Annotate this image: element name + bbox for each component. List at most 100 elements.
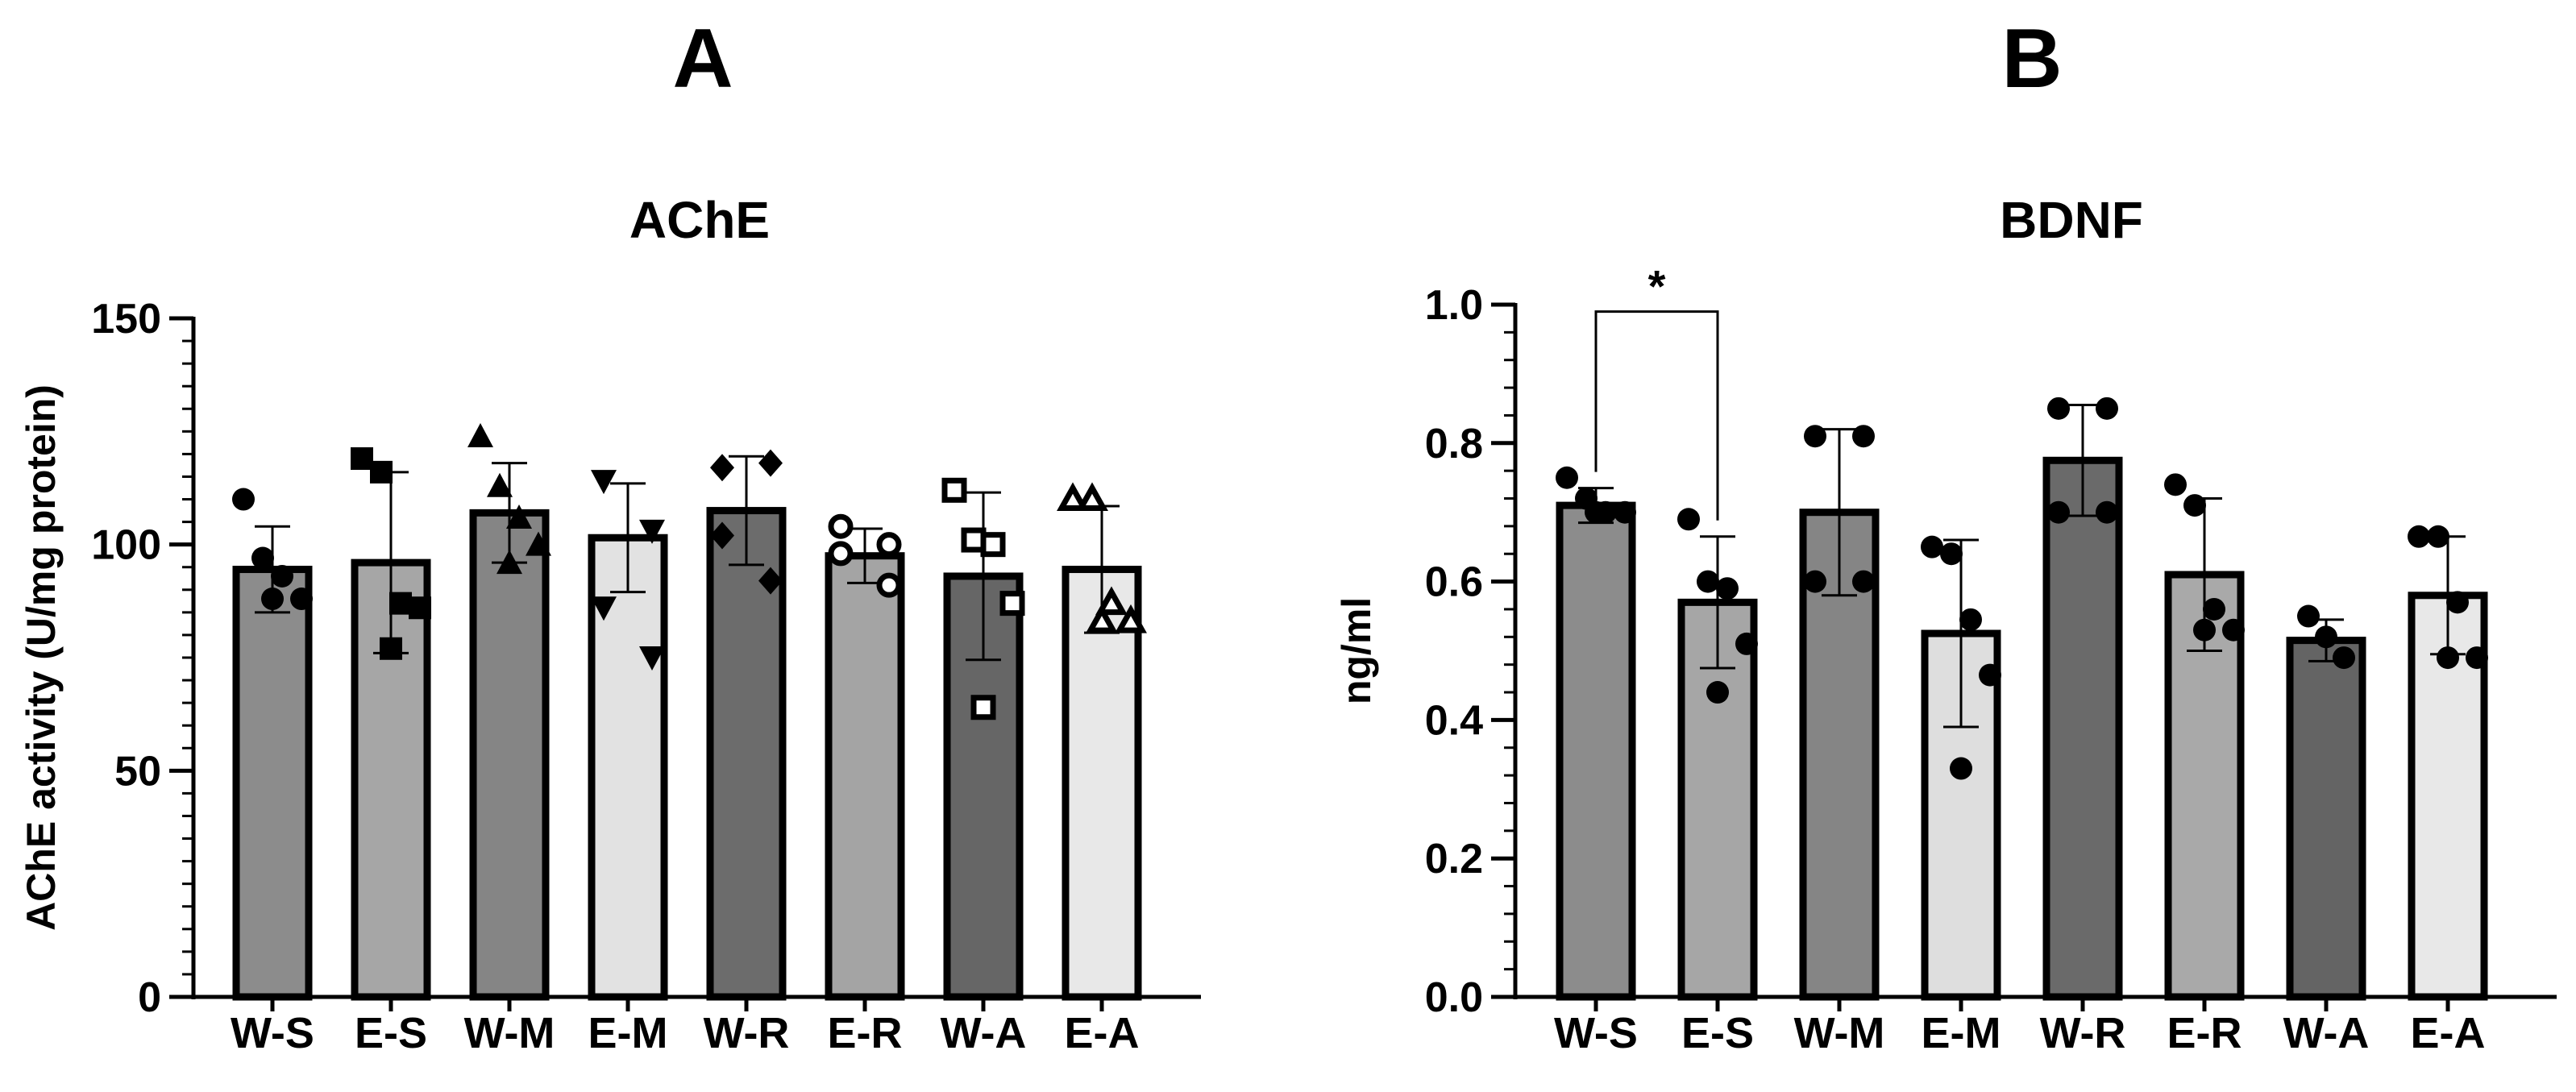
chart-panel-b: B BDNF ng/ml 0.0 0.2 0.4 0.6 0.8 1.0 W-S E-S W-M E-M…	[1334, 12, 2557, 1057]
data-point	[2203, 597, 2225, 621]
data-point	[1959, 608, 1982, 631]
data-point	[2446, 591, 2469, 614]
data-point	[710, 454, 734, 482]
significance-label: *	[1648, 261, 1666, 312]
y-axis-label: AChE activity (U/mg protein)	[19, 384, 64, 931]
bar-w-r	[2042, 456, 2123, 1001]
data-point	[876, 532, 902, 558]
y-tick-label: 0.4	[1425, 697, 1483, 744]
data-point	[758, 449, 783, 477]
bar-w-s	[1556, 501, 1636, 1001]
data-point	[758, 567, 783, 595]
data-point	[876, 572, 902, 598]
data-point	[1057, 482, 1089, 512]
data-point	[467, 422, 493, 447]
data-point	[2297, 604, 2320, 628]
data-point	[380, 637, 402, 660]
chart-title: AChE	[629, 191, 770, 249]
x-tick-label: E-M	[588, 1009, 668, 1057]
y-tick-label: 50	[114, 748, 161, 795]
data-point	[1115, 604, 1147, 633]
data-point	[2096, 397, 2118, 420]
significance-bracket	[1594, 310, 1719, 521]
x-tick-label: W-M	[464, 1009, 555, 1057]
data-point	[1614, 500, 1636, 524]
data-point	[370, 460, 393, 484]
bar-e-r	[825, 552, 905, 1001]
data-point	[1950, 757, 1972, 780]
data-point	[591, 596, 617, 621]
data-point	[351, 447, 373, 471]
x-tick-label: W-A	[2283, 1009, 2370, 1057]
y-tick-label: 0	[138, 974, 161, 1021]
data-point	[271, 564, 293, 588]
x-tick-label: W-S	[231, 1009, 314, 1057]
y-axis-label: ng/ml	[1334, 597, 1379, 704]
data-point	[961, 527, 987, 553]
data-point	[2315, 625, 2337, 649]
data-point	[389, 592, 412, 615]
data-point	[232, 488, 255, 511]
x-tick-label: W-S	[1554, 1009, 1638, 1057]
data-point	[2164, 473, 2187, 496]
data-point	[2333, 646, 2355, 670]
data-point	[1852, 570, 1875, 593]
data-point	[290, 588, 313, 611]
x-tick-label: W-M	[1794, 1009, 1885, 1057]
y-tick-label: 0.2	[1425, 836, 1483, 882]
data-point	[2193, 618, 2216, 641]
data-point	[1086, 604, 1118, 633]
panel-letter: A	[672, 12, 733, 106]
x-tick-label: W-A	[941, 1009, 1027, 1057]
bar-w-m	[469, 509, 550, 1001]
data-point	[999, 591, 1025, 617]
data-point	[710, 521, 734, 550]
x-tick-label: E-R	[2167, 1009, 2242, 1057]
data-point	[497, 550, 522, 575]
y-tick-label: 0.0	[1425, 974, 1483, 1021]
y-tick-label: 0.6	[1425, 559, 1483, 606]
data-point	[639, 646, 665, 671]
data-point	[2466, 646, 2488, 670]
data-point	[1979, 663, 2001, 687]
y-tick-label: 150	[91, 296, 161, 343]
data-point	[251, 546, 274, 570]
data-point	[2047, 397, 2070, 420]
chart-title: BDNF	[2000, 191, 2143, 249]
data-point	[828, 513, 854, 539]
panel-letter: B	[2001, 12, 2062, 106]
x-tick-label: W-R	[704, 1009, 790, 1057]
data-point	[1706, 681, 1729, 704]
data-point	[526, 531, 551, 556]
data-point	[1735, 632, 1758, 655]
data-point	[1921, 535, 1943, 558]
y-tick-label: 100	[91, 522, 161, 569]
x-tick-label: W-R	[2040, 1009, 2126, 1057]
x-tick-label: E-A	[2411, 1009, 2486, 1057]
data-point	[1095, 586, 1128, 616]
x-tick-label: E-R	[828, 1009, 903, 1057]
y-tick-label: 1.0	[1425, 282, 1483, 329]
data-point	[2408, 525, 2430, 548]
x-tick-label: E-A	[1065, 1009, 1140, 1057]
data-point	[487, 472, 513, 497]
data-point	[1804, 425, 1826, 448]
x-tick-label: E-S	[355, 1009, 427, 1057]
data-point	[1677, 508, 1700, 531]
data-point	[1852, 425, 1875, 448]
data-point	[1716, 577, 1739, 600]
data-point	[980, 532, 1006, 558]
data-point	[2427, 525, 2449, 548]
data-point	[828, 541, 854, 567]
bar-w-s	[232, 566, 313, 1001]
data-point	[409, 596, 431, 620]
data-point	[591, 470, 617, 495]
data-point	[2222, 618, 2245, 641]
data-point	[970, 695, 996, 720]
data-point	[2047, 500, 2070, 524]
data-point	[1697, 570, 1719, 593]
data-point	[639, 519, 665, 544]
y-tick-label: 0.8	[1425, 421, 1483, 467]
data-point	[1556, 466, 1578, 489]
